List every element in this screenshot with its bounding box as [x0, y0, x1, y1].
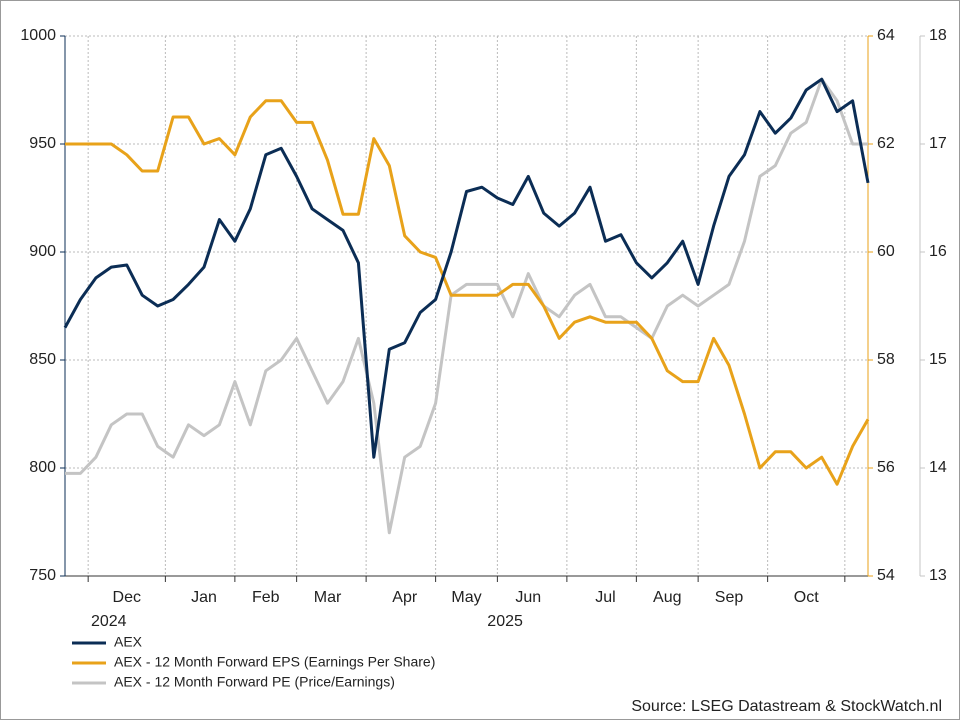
x-tick-label: Aug [653, 589, 681, 606]
x-tick-label: Jun [515, 589, 541, 606]
y-tick-label: 800 [29, 459, 56, 476]
y3-tick-label: 17 [929, 135, 947, 152]
y2-tick-label: 62 [877, 135, 895, 152]
y2-tick-label: 58 [877, 351, 895, 368]
y-tick-label: 1000 [20, 27, 56, 44]
y3-tick-label: 15 [929, 351, 947, 368]
legend-label: AEX - 12 Month Forward PE (Price/Earning… [114, 674, 395, 690]
legend-label: AEX [114, 634, 143, 650]
x-tick-label: Feb [252, 589, 280, 606]
legend-label: AEX - 12 Month Forward EPS (Earnings Per… [114, 654, 435, 670]
x-tick-label: Dec [113, 589, 141, 606]
year-label: 2024 [91, 613, 127, 630]
y3-tick-label: 14 [929, 459, 947, 476]
y2-tick-label: 60 [877, 243, 895, 260]
source: Source: LSEG Datastream & StockWatch.nl [631, 698, 942, 715]
series-line [65, 77, 868, 535]
y3-tick-label: 13 [929, 567, 947, 584]
x-tick-label: Jul [595, 589, 615, 606]
x-tick-label: Apr [392, 589, 418, 606]
y2-tick-label: 64 [877, 27, 895, 44]
series-line [63, 77, 870, 459]
y2-tick-label: 54 [877, 567, 895, 584]
year-label: 2025 [487, 613, 523, 630]
series-line [65, 99, 870, 486]
y-tick-label: 950 [29, 135, 56, 152]
y-tick-label: 750 [29, 567, 56, 584]
x-tick-label: Mar [314, 589, 342, 606]
y-tick-label: 850 [29, 351, 56, 368]
y-tick-label: 900 [29, 243, 56, 260]
x-tick-label: May [451, 589, 481, 606]
x-tick-label: Sep [715, 589, 744, 606]
x-tick-label: Jan [191, 589, 217, 606]
x-tick-label: Oct [794, 589, 819, 606]
y3-tick-label: 16 [929, 243, 947, 260]
y2-tick-label: 56 [877, 459, 895, 476]
y3-tick-label: 18 [929, 27, 947, 44]
